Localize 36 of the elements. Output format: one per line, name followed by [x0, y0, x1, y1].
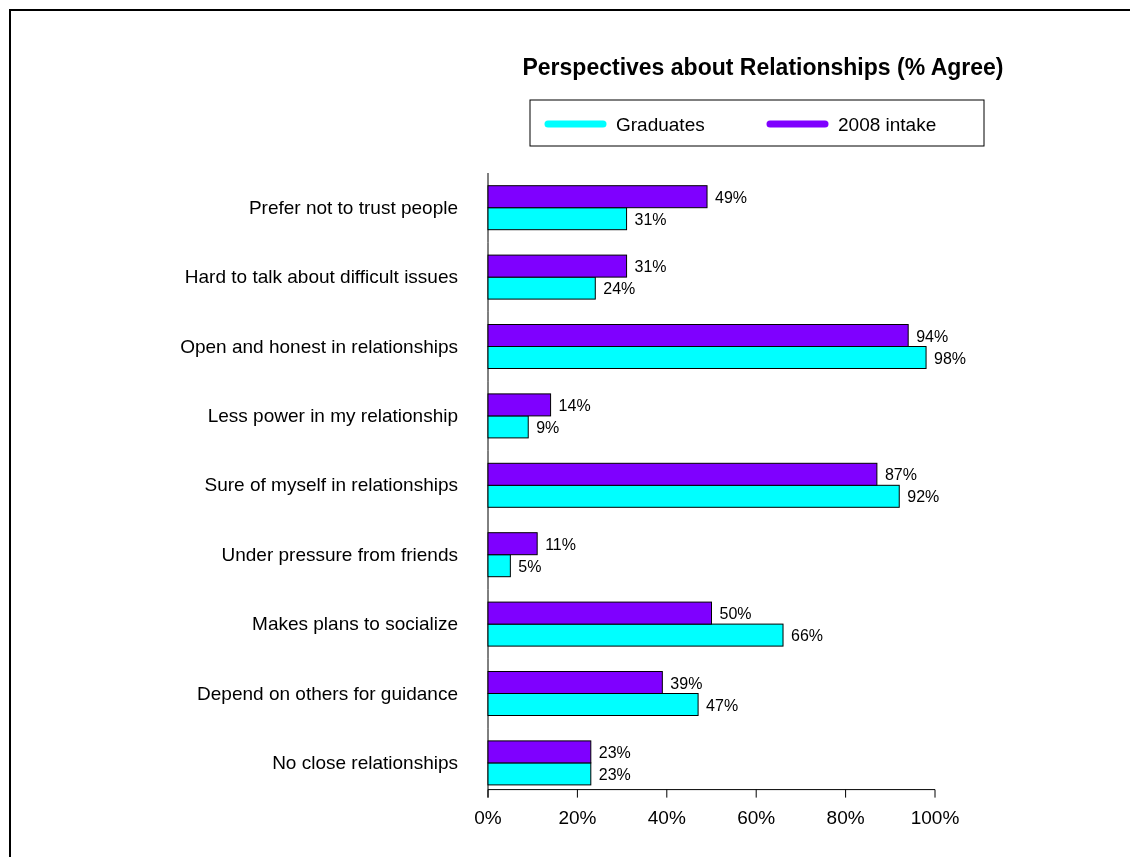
- x-tick-label: 40%: [647, 806, 686, 828]
- data-label: 31%: [634, 210, 667, 228]
- y-tick-label: No close relationships: [272, 751, 458, 773]
- chart-title: Perspectives about Relationships (% Agree): [522, 54, 1004, 80]
- y-tick-label: Prefer not to trust people: [248, 196, 458, 218]
- y-tick-label: Hard to talk about difficult issues: [184, 266, 458, 288]
- y-tick-label: Less power in my relationship: [207, 404, 458, 426]
- x-tick-label: 100%: [910, 806, 960, 828]
- data-label: 31%: [634, 258, 667, 276]
- data-label: 49%: [715, 188, 748, 206]
- data-label: 92%: [907, 488, 940, 506]
- data-label: 98%: [934, 349, 967, 367]
- y-tick-label: Open and honest in relationships: [180, 335, 458, 357]
- data-label: 50%: [719, 605, 752, 623]
- data-label: 23%: [598, 743, 631, 761]
- data-label: 47%: [706, 696, 739, 714]
- x-tick-label: 60%: [737, 806, 776, 828]
- y-tick-label: Depend on others for guidance: [197, 682, 458, 704]
- data-label: 5%: [518, 557, 542, 575]
- y-tick-label: Sure of myself in relationships: [204, 474, 458, 496]
- data-label: 23%: [598, 765, 631, 783]
- x-tick-label: 0%: [474, 806, 502, 828]
- legend-label: 2008 intake: [838, 114, 937, 135]
- data-label: 24%: [603, 280, 636, 298]
- data-label: 87%: [884, 466, 917, 484]
- x-tick-label: 20%: [558, 806, 597, 828]
- legend-label: Graduates: [616, 114, 705, 135]
- x-tick-label: 80%: [826, 806, 865, 828]
- data-label: 9%: [536, 418, 560, 436]
- data-label: 14%: [558, 396, 591, 414]
- data-label: 66%: [791, 627, 824, 645]
- y-tick-label: Under pressure from friends: [221, 543, 458, 565]
- data-label: 11%: [545, 535, 577, 553]
- data-label: 94%: [916, 327, 949, 345]
- data-label: 39%: [670, 674, 703, 692]
- y-tick-label: Makes plans to socialize: [252, 613, 458, 635]
